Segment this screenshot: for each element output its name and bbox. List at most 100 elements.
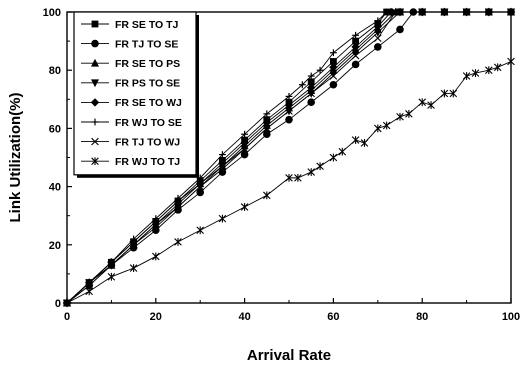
axes: Arrival Rate Link Utilization(%) 0 20 40 60… (7, 7, 520, 364)
data-point (507, 57, 515, 66)
data-point (352, 31, 359, 39)
data-point (330, 49, 337, 57)
legend-marker (91, 79, 99, 88)
data-point (85, 287, 93, 296)
data-point (485, 8, 493, 16)
data-point (262, 118, 271, 127)
data-point (307, 78, 315, 86)
data-point (85, 281, 93, 290)
data-point (462, 72, 471, 80)
data-point (351, 49, 360, 58)
data-point (284, 100, 294, 110)
y-tick-label: 100 (43, 7, 61, 19)
data-point (329, 153, 338, 162)
legend-label: FR SE TO TJ (115, 19, 179, 31)
data-point (351, 60, 360, 69)
data-point (351, 51, 360, 60)
data-point (383, 8, 391, 16)
series-line (66, 11, 511, 304)
data-point (374, 34, 382, 42)
data-point (307, 98, 316, 107)
legend-box (73, 11, 197, 176)
data-point (174, 237, 182, 246)
y-tick-label: 20 (49, 240, 61, 252)
legend-entry: FR SE TO TJ (81, 19, 179, 31)
data-point (285, 173, 293, 182)
data-point (329, 72, 338, 80)
data-point (196, 179, 205, 188)
data-point (129, 241, 138, 249)
legend-entry: FR TJ TO WJ (81, 136, 180, 148)
data-point (440, 8, 449, 16)
data-point (307, 83, 316, 92)
x-tick-label: 40 (238, 311, 250, 323)
data-point (196, 174, 204, 182)
legend-entry: FR PS TO SE (81, 78, 180, 90)
data-point (493, 63, 502, 72)
data-point (396, 112, 404, 121)
legend-marker (91, 137, 99, 146)
data-point (107, 261, 116, 269)
data-point (285, 107, 293, 115)
data-point (485, 66, 493, 75)
legend-entry: FR WJ TO SE (81, 117, 182, 129)
data-point (263, 130, 271, 139)
legend-marker (91, 58, 99, 67)
y-axis-title: Link Utilization(%) (7, 93, 24, 223)
data-point (329, 63, 338, 72)
data-point (316, 162, 324, 171)
data-point (174, 203, 182, 211)
data-point (471, 69, 480, 78)
data-point (374, 17, 382, 25)
data-point (152, 223, 160, 232)
legend-marker (91, 157, 99, 166)
data-point (196, 226, 204, 235)
data-point (374, 124, 382, 133)
data-point (351, 42, 360, 52)
data-point (307, 89, 315, 98)
data-point (462, 8, 471, 16)
data-point (307, 72, 315, 80)
legend: FR SE TO TJ FR TJ TO SE FR SE TO PS FR PS T… (73, 11, 199, 178)
legend-label: FR TJ TO SE (115, 38, 178, 50)
y-tick-label: 60 (49, 123, 61, 135)
data-point (240, 150, 249, 159)
data-point (507, 8, 515, 16)
legend-marker (90, 98, 100, 107)
data-point (382, 121, 391, 130)
data-point (240, 144, 249, 153)
legend-label: FR TJ TO WJ (115, 136, 180, 148)
data-point (196, 188, 204, 197)
data-point (330, 58, 337, 65)
data-point (373, 28, 382, 37)
data-point (405, 109, 413, 118)
data-point (338, 147, 347, 156)
legend-entry: FR SE TO PS (81, 58, 180, 70)
legend-label: FR WJ TO SE (115, 117, 182, 129)
data-point (285, 115, 293, 124)
data-point (352, 37, 359, 45)
x-tick-label: 60 (327, 311, 339, 323)
data-point (240, 138, 249, 148)
data-point (351, 136, 360, 144)
legend-marker (91, 118, 99, 126)
data-point (449, 89, 458, 98)
data-point (418, 98, 426, 107)
data-point (174, 194, 182, 202)
data-point (107, 272, 116, 281)
data-point (427, 101, 435, 110)
data-point (418, 8, 426, 16)
data-point (218, 159, 227, 168)
x-axis-title: Arrival Rate (247, 347, 331, 364)
data-point (218, 165, 227, 173)
data-point (373, 22, 382, 31)
series-layer (62, 7, 516, 308)
data-point (152, 215, 160, 223)
legend-label: FR SE TO WJ (115, 97, 182, 109)
data-point (294, 173, 302, 182)
x-tick-label: 80 (416, 311, 428, 323)
data-point (329, 69, 338, 78)
data-point (240, 203, 249, 211)
data-point (440, 89, 449, 98)
